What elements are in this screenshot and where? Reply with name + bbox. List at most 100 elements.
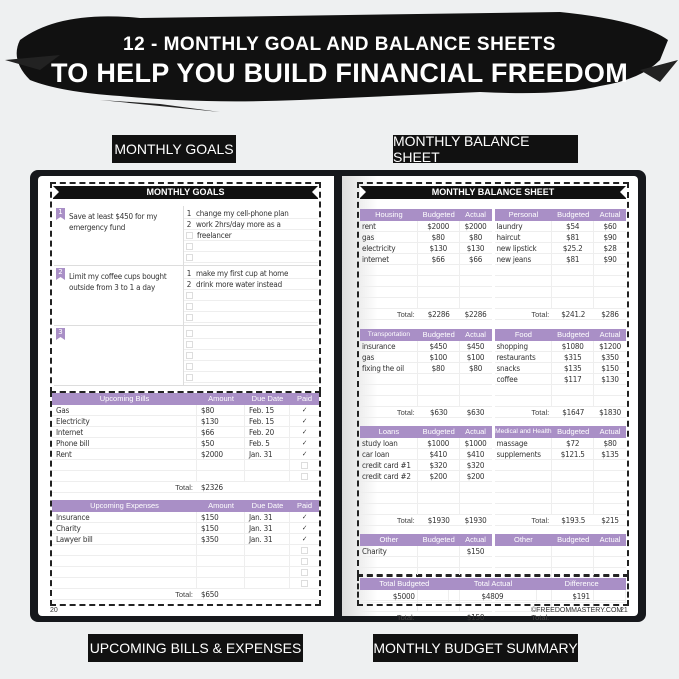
section-cell xyxy=(460,276,492,286)
goal-step xyxy=(184,290,318,301)
section-total-budgeted xyxy=(418,612,460,622)
expenses-row xyxy=(52,556,319,567)
goal-step: 1 make my first cup at home xyxy=(184,268,318,279)
section-row xyxy=(494,265,626,276)
summary-value: $191 xyxy=(537,590,627,602)
section-cell xyxy=(594,276,626,286)
section-total-row: Total: $1930 $1930 xyxy=(360,515,492,526)
section-cell xyxy=(594,493,626,503)
paid-check-icon[interactable]: ✓ xyxy=(301,535,308,543)
section-cell: $320 xyxy=(418,460,460,470)
paid-check-icon[interactable]: ✓ xyxy=(301,524,308,532)
expenses-cell xyxy=(56,567,197,577)
step-checkbox[interactable] xyxy=(186,314,193,321)
section-cell xyxy=(460,396,492,406)
section-row: credit card #2 $200 $200 xyxy=(360,471,492,482)
step-checkbox[interactable] xyxy=(186,341,193,348)
goal-step xyxy=(184,339,318,350)
paid-checkbox[interactable] xyxy=(290,556,319,566)
section-header-cell: Actual xyxy=(465,210,486,219)
paid-check-icon[interactable]: ✓ xyxy=(301,439,308,447)
expenses-cell xyxy=(197,567,245,577)
paid-check-icon[interactable]: ✓ xyxy=(301,513,308,521)
bills-header-cell: Due Date xyxy=(251,394,284,403)
paid-check-icon[interactable]: ✓ xyxy=(301,428,308,436)
goal-item: 3 xyxy=(54,326,318,386)
paid-checkbox[interactable] xyxy=(290,460,319,470)
paid-checkbox[interactable] xyxy=(290,567,319,577)
section-cell: $80 xyxy=(468,364,483,373)
section-cell xyxy=(460,557,492,567)
expenses-cell: Charity xyxy=(56,523,197,533)
section-cell xyxy=(497,298,553,308)
section-row: car loan $410 $410 xyxy=(360,449,492,460)
section-row: new jeans $81 $90 xyxy=(494,254,626,265)
section-cell: $2000 xyxy=(418,221,460,231)
section-cell: $121.5 xyxy=(552,449,595,459)
section-cell: $130 xyxy=(601,375,619,384)
expenses-row: Lawyer bill $350 Jan. 31 ✓ xyxy=(52,534,319,545)
section-cell: credit card #1 xyxy=(362,460,418,470)
section-cell: $450 xyxy=(418,341,460,351)
section-cell: $130 xyxy=(418,243,460,253)
section-cell: new lipstick xyxy=(497,243,553,253)
section-cell xyxy=(594,482,626,492)
section-row xyxy=(360,493,492,504)
section-cell xyxy=(460,287,492,297)
section-cell xyxy=(594,396,626,406)
goals-list: 1 Save at least $450 for my emergency fun… xyxy=(54,206,318,386)
summary-box xyxy=(357,575,629,606)
section-cell: $66 xyxy=(468,255,483,264)
section-cell xyxy=(552,590,595,600)
step-checkbox[interactable] xyxy=(186,243,193,250)
section-total-budgeted: $1930 xyxy=(427,516,450,525)
step-checkbox[interactable] xyxy=(186,363,193,370)
section-cell xyxy=(552,265,595,275)
step-checkbox[interactable] xyxy=(186,374,193,381)
section-cell xyxy=(552,396,595,406)
paid-check-icon[interactable]: ✓ xyxy=(301,450,308,458)
expenses-cell xyxy=(197,545,245,555)
section-header-cell: Budgeted xyxy=(422,427,455,436)
goal-step xyxy=(184,301,318,312)
section-cell xyxy=(594,385,626,395)
paid-checkbox[interactable] xyxy=(290,578,319,588)
balance-section-row: Housing Budgeted Actual rent $2000 $2000 gas $8… xyxy=(360,209,626,320)
section-cell xyxy=(497,460,553,470)
section-cell xyxy=(594,504,626,514)
bills-cell: Gas xyxy=(56,405,197,415)
step-checkbox[interactable] xyxy=(186,303,193,310)
step-text xyxy=(195,252,197,262)
section-header-cell: Budgeted xyxy=(422,535,455,544)
step-checkbox[interactable] xyxy=(186,330,193,337)
section-row: new lipstick $25.2 $28 xyxy=(494,243,626,254)
paid-checkbox[interactable] xyxy=(290,471,319,481)
section-cell: $54 xyxy=(552,221,595,231)
section-cell: shopping xyxy=(497,341,553,351)
section-total-budgeted: $1647 xyxy=(562,408,585,417)
section-total-label: Total: xyxy=(396,408,415,417)
section-row xyxy=(360,482,492,493)
section-row: study loan $1000 $1000 xyxy=(360,438,492,449)
bills-total-row: Total: $2326 xyxy=(52,482,319,493)
bills-cell: $66 xyxy=(197,427,245,437)
section-header-cell: Budgeted xyxy=(422,330,455,339)
section-cell: new jeans xyxy=(497,254,553,264)
balance-section-row: Transportation Budgeted Actual insurance $45… xyxy=(360,329,626,418)
step-checkbox[interactable] xyxy=(186,292,193,299)
section-cell xyxy=(418,546,460,556)
goal-main: 2 Limit my coffee cups bought outside fro… xyxy=(54,266,184,325)
paid-checkbox[interactable] xyxy=(290,545,319,555)
bills-cell: Feb. 5 xyxy=(245,438,290,448)
step-checkbox[interactable] xyxy=(186,352,193,359)
paid-check-icon[interactable]: ✓ xyxy=(301,417,308,425)
section-row xyxy=(360,396,492,407)
step-checkbox[interactable] xyxy=(186,232,193,239)
section-cell: $28 xyxy=(603,244,617,253)
step-checkbox[interactable] xyxy=(186,254,193,261)
balance-section: Food Budgeted Actual shopping $1080 $1200 rest… xyxy=(494,329,626,418)
section-cell xyxy=(362,385,418,395)
section-cell xyxy=(362,287,418,297)
paid-check-icon[interactable]: ✓ xyxy=(301,406,308,414)
section-cell xyxy=(362,265,418,275)
